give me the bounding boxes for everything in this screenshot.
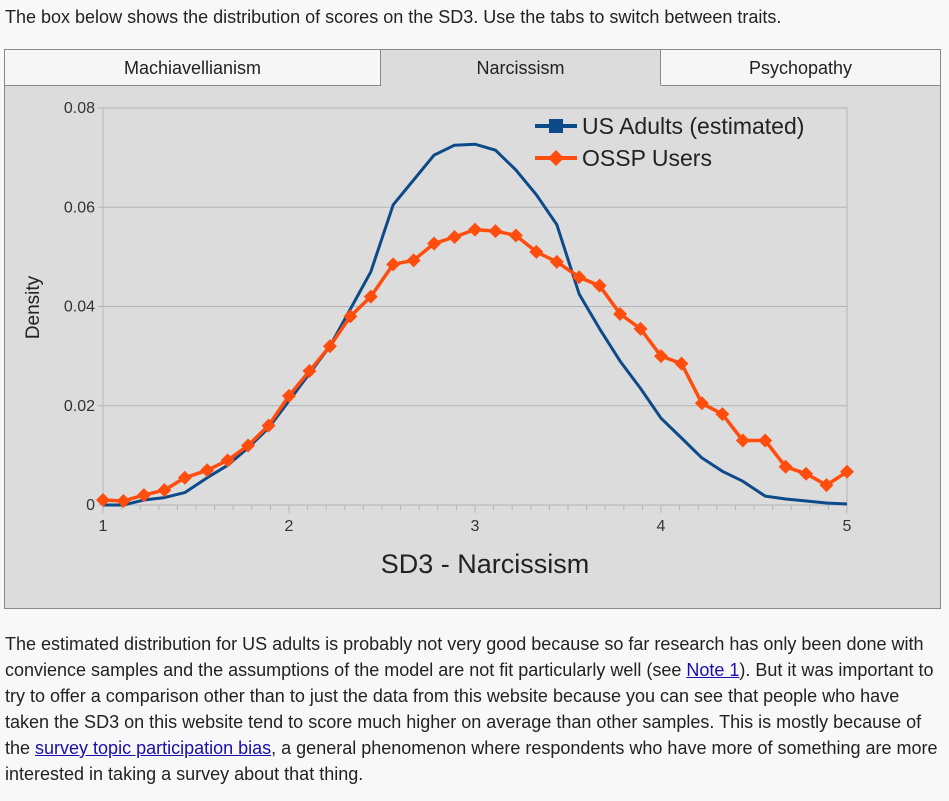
ossp-users-point [386,257,401,272]
x-tick-label: 4 [657,518,666,535]
tab-narcissism[interactable]: Narcissism [381,50,661,86]
ossp-users-point [633,321,648,336]
description-paragraph: The estimated distribution for US adults… [5,631,945,787]
legend-ossp-users-marker [548,150,564,166]
ossp-users-point [302,364,317,379]
ossp-users-point [529,244,544,259]
ossp-users-point [735,433,750,448]
trait-tabs: Machiavellianism Narcissism Psychopathy [5,50,940,87]
x-tick-label: 5 [843,518,852,535]
ossp-users-point [715,407,730,422]
y-tick-label: 0.04 [64,299,95,316]
description-text-1: The estimated distribution for US adults… [5,634,924,680]
ossp-users-point [427,236,442,251]
ossp-users-point [261,418,276,433]
ossp-users-point [96,493,110,508]
trait-tab-panel: Machiavellianism Narcissism Psychopathy … [4,49,941,609]
y-tick-label: 0.06 [64,199,95,216]
ossp-users-point [468,222,482,237]
ossp-users-point [758,433,773,448]
legend-ossp-users-label: OSSP Users [582,145,712,171]
legend-us-adults-marker [549,119,563,133]
x-tick-label: 2 [285,518,294,535]
ossp-users-point [406,253,421,268]
ossp-users-point [220,453,235,468]
ossp-users-point [799,466,814,481]
ossp-users-point [157,483,172,498]
intro-text: The box below shows the distribution of … [5,7,782,27]
ossp-users-point [592,278,607,293]
ossp-users-point [447,230,462,245]
ossp-users-point [674,356,689,371]
ossp-users-point [549,254,564,269]
ossp-users-point [572,270,587,285]
ossp-users-point [116,494,131,509]
ossp-users-point [363,289,378,304]
survey-bias-link[interactable]: survey topic participation bias [35,738,272,758]
tab-machiavellianism[interactable]: Machiavellianism [5,50,381,86]
x-axis-label: SD3 - Narcissism [381,549,590,579]
ossp-users-point [322,339,337,354]
density-chart: 0 0.02 0.04 0.06 0.08 1 2 3 4 5 SD3 - Narcissism De… [23,100,854,579]
ossp-users-point [654,349,668,364]
y-tick-label: 0.02 [64,398,95,415]
ossp-users-point [488,224,503,239]
ossp-users-point [613,306,628,321]
ossp-users-point [694,396,709,411]
x-tick-label: 3 [471,518,480,535]
description-text-3: , a general phenomenon where respondents… [5,738,938,784]
y-tick-label: 0.08 [64,100,95,117]
ossp-users-point [200,463,215,478]
y-axis-label: Density [23,275,44,339]
ossp-users-point [343,309,358,324]
note-1-link[interactable]: Note 1 [686,660,740,680]
ossp-users-point [819,478,834,493]
tab-psychopathy[interactable]: Psychopathy [661,50,940,86]
ossp-users-point [282,388,296,403]
ossp-users-point [241,438,256,453]
description-text-2: ). But it was important to try to offer … [5,660,934,758]
ossp-users-point [177,470,192,485]
x-tick-label: 1 [99,518,108,535]
ossp-users-point [136,488,151,503]
y-tick-label: 0 [86,497,95,514]
ossp-users-point [778,459,793,474]
ossp-users-point [840,464,854,479]
legend-us-adults-label: US Adults (estimated) [582,113,804,139]
